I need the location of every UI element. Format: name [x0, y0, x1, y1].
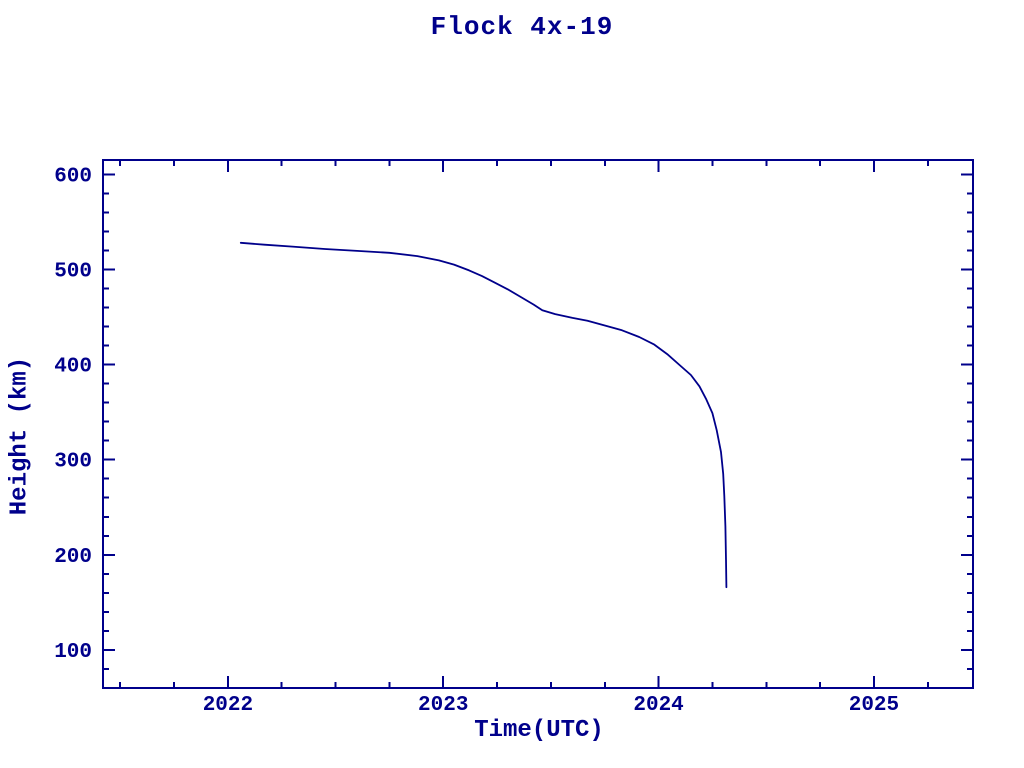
- x-tick-label: 2024: [633, 694, 683, 717]
- y-tick-label: 200: [54, 546, 92, 569]
- x-tick-label: 2025: [849, 694, 899, 717]
- x-axis-title: Time(UTC): [474, 717, 604, 744]
- x-tick-label: 2023: [418, 694, 468, 717]
- plot-box: [102, 159, 974, 689]
- decay-curve: [239, 241, 728, 589]
- y-tick-label: 400: [54, 356, 92, 379]
- y-tick-label: 600: [54, 165, 92, 188]
- y-tick-label: 100: [54, 641, 92, 664]
- y-tick-label: 500: [54, 260, 92, 283]
- x-tick-label: 2022: [203, 694, 253, 717]
- y-tick-label: 300: [54, 451, 92, 474]
- chart-title: Flock 4x-19: [430, 12, 614, 42]
